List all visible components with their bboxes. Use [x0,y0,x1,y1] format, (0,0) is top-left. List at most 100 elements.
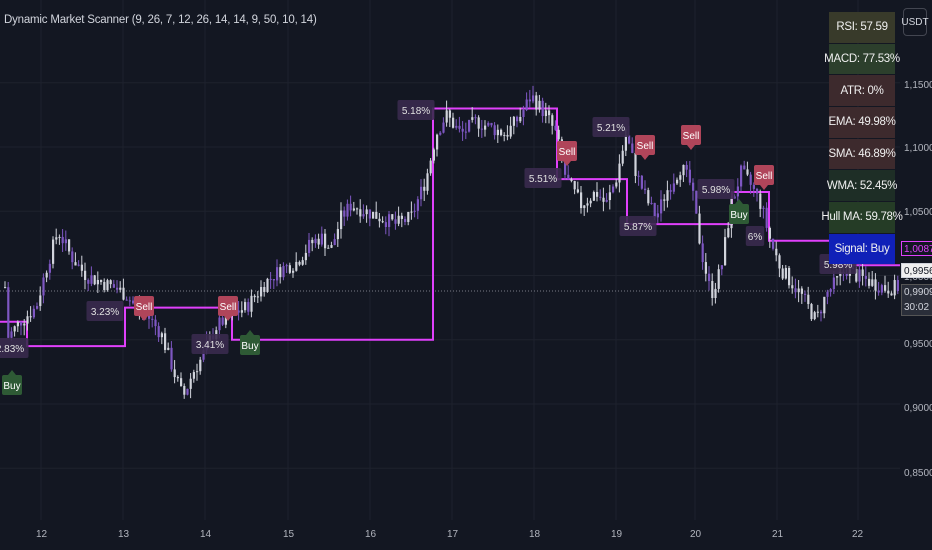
candle-body [858,269,861,282]
candle-body [36,306,39,309]
candle-body [279,267,282,278]
sell-signal-label: Sell [635,135,655,160]
candle-body [253,295,256,298]
candle-body [820,311,823,314]
candle-body [871,279,874,286]
candle-body [647,190,650,204]
candle-body [877,290,880,293]
candle-body [618,163,621,183]
indicator-sma: SMA: 46.89% [829,138,896,170]
candle-body [196,371,199,373]
indicator-table: RSI: 57.59 MACD: 77.53% ATR: 0% EMA: 49.… [821,12,903,266]
candle-body [378,218,381,222]
price-tag-white: 0,9956 [901,263,932,278]
candle-body [407,211,410,222]
candle-body [464,131,467,133]
candle-body [720,265,723,270]
candle-body [836,276,839,278]
candle-body [269,278,272,280]
candle-body [452,117,455,128]
candle-body [602,197,605,202]
price-tag-magenta: 1,0087 [901,241,932,256]
percent-label: 3.23% [86,301,124,321]
candle-body [394,219,397,224]
candle-body [509,125,512,137]
candle-body [122,287,125,300]
currency-button[interactable]: USDT [901,8,929,36]
candle-body [685,164,688,170]
candle-body [570,179,573,182]
candle-body [624,135,627,151]
candle-body [39,295,42,307]
sell-signal-label: Sell [754,165,774,190]
candle-body [388,214,391,227]
price-label: 1,1500 [904,80,932,91]
candle-body [615,182,618,187]
candle-body [704,262,707,274]
candle-body [311,239,314,244]
candle-body [874,279,877,291]
time-label: 13 [118,529,130,540]
candle-body [788,267,791,286]
indicator-signal: Signal: Buy [829,233,895,265]
candle-body [666,190,669,201]
candle-body [336,229,339,240]
candle-body [756,188,759,194]
candle-body [468,119,471,132]
candle-body [183,385,186,395]
indicator-title[interactable]: Dynamic Market Scanner (9, 26, 7, 12, 26… [4,14,317,26]
candle-body [775,248,778,256]
candle-body [525,99,528,111]
candle-body [576,189,579,193]
candle-body [580,192,583,209]
candle-body [800,288,803,294]
time-label: 20 [690,529,702,540]
candle-body [320,233,323,245]
candle-body [112,284,115,288]
percent-label-text: 5.18% [402,106,430,117]
candle-body [864,275,867,279]
candle-body [791,285,794,289]
candle-body [759,193,762,209]
candle-body [628,135,631,144]
time-label: 12 [36,529,48,540]
time-label: 21 [772,529,784,540]
candle-body [400,215,403,219]
price-label: 0,9500 [904,339,932,350]
candle-body [471,117,474,120]
candle-body [365,209,368,215]
candle-body [554,125,557,130]
percent-label-text: 3.23% [91,307,119,318]
candle-body [202,350,205,360]
candle-body [724,237,727,266]
candle-body [861,269,864,276]
candle-body [90,275,93,284]
signal-label-text: Buy [241,341,258,352]
candle-body [887,290,890,294]
price-label: 0,8500 [904,468,932,479]
candle-body [752,184,755,189]
candle-body [612,186,615,193]
candle-body [256,296,259,298]
candle-body [733,196,736,199]
candle-body [682,164,685,176]
indicator-macd: MACD: 77.53% [824,43,900,75]
candle-body [116,287,119,290]
candle-body [154,319,157,327]
candle-body [263,287,266,292]
candle-body [250,295,253,312]
candle-body [503,134,506,136]
candle-body [343,210,346,217]
candle-body [480,128,483,130]
candle-body [528,99,531,102]
candle-body [567,174,570,180]
candle-body [164,333,167,350]
candle-body [285,265,288,267]
candle-body [436,134,439,150]
candle-body [592,192,595,201]
candle-body [506,134,509,137]
last-price-tag: 0,9909 30:02 [901,284,932,316]
candle-body [490,122,493,126]
candle-body [103,282,106,291]
